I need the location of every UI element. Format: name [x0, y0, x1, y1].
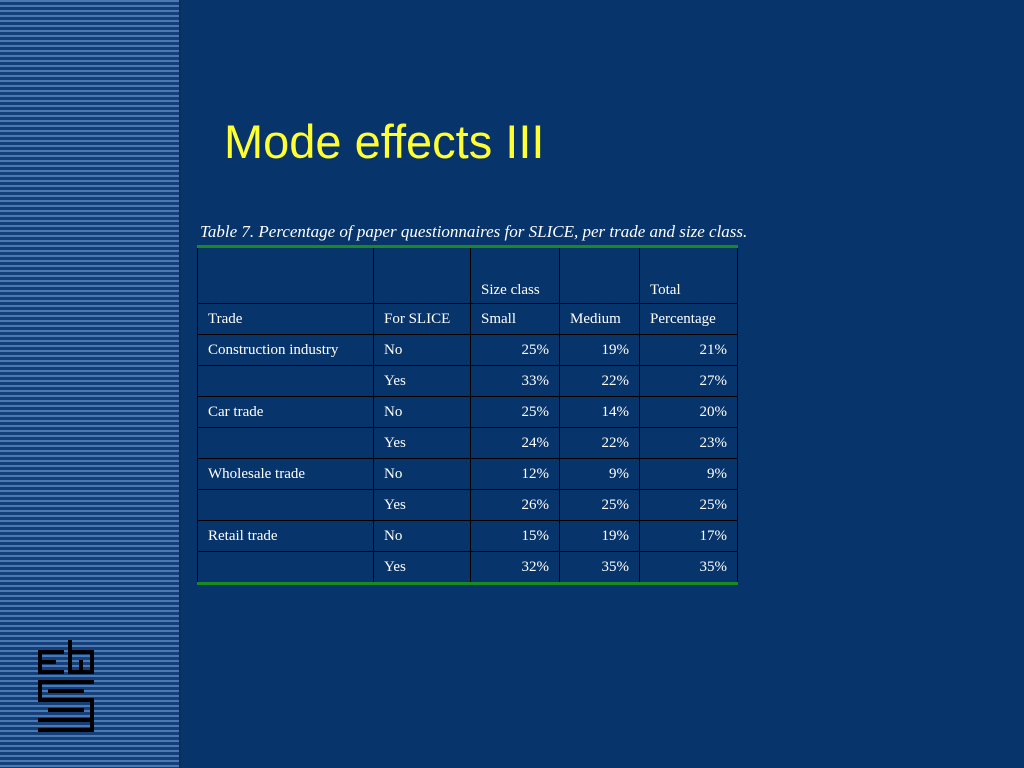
header-cell: Size class	[470, 245, 560, 304]
medium-cell: 22%	[559, 427, 640, 459]
table-header-row: Trade For SLICE Small Medium Percentage	[197, 303, 738, 335]
slice-cell: No	[373, 458, 471, 490]
medium-cell: 25%	[559, 489, 640, 521]
medium-cell: 14%	[559, 396, 640, 428]
slice-cell: Yes	[373, 551, 471, 585]
percentage-table: Size class Total Trade For SLICE Small M…	[197, 245, 738, 585]
table-row: Yes 32% 35% 35%	[197, 551, 738, 585]
small-cell: 12%	[470, 458, 560, 490]
total-cell: 9%	[639, 458, 738, 490]
trade-cell: Wholesale trade	[197, 458, 374, 490]
table-caption: Table 7. Percentage of paper questionnai…	[200, 222, 748, 241]
table-row: Yes 26% 25% 25%	[197, 489, 738, 521]
cbs-logo-icon	[38, 640, 94, 732]
slice-cell: No	[373, 396, 471, 428]
table-header-row: Size class Total	[197, 245, 738, 304]
header-cell: Small	[470, 303, 560, 335]
total-cell: 27%	[639, 365, 738, 397]
slice-cell: Yes	[373, 489, 471, 521]
header-cell: Total	[639, 245, 738, 304]
small-cell: 25%	[470, 396, 560, 428]
medium-cell: 9%	[559, 458, 640, 490]
total-cell: 35%	[639, 551, 738, 585]
total-cell: 21%	[639, 334, 738, 366]
small-cell: 26%	[470, 489, 560, 521]
small-cell: 25%	[470, 334, 560, 366]
header-cell	[373, 245, 471, 304]
slice-cell: No	[373, 334, 471, 366]
slice-cell: Yes	[373, 427, 471, 459]
slide-title: Mode effects III	[224, 115, 545, 168]
total-cell: 20%	[639, 396, 738, 428]
medium-cell: 19%	[559, 520, 640, 552]
striped-sidebar	[0, 0, 181, 768]
small-cell: 32%	[470, 551, 560, 585]
trade-cell: Retail trade	[197, 520, 374, 552]
trade-cell: Construction industry	[197, 334, 374, 366]
table-row: Construction industry No 25% 19% 21%	[197, 334, 738, 366]
total-cell: 23%	[639, 427, 738, 459]
trade-cell	[197, 489, 374, 521]
table-row: Car trade No 25% 14% 20%	[197, 396, 738, 428]
trade-cell	[197, 427, 374, 459]
table-row: Yes 24% 22% 23%	[197, 427, 738, 459]
header-cell: Percentage	[639, 303, 738, 335]
table-row: Wholesale trade No 12% 9% 9%	[197, 458, 738, 490]
table-row: Yes 33% 22% 27%	[197, 365, 738, 397]
slice-cell: No	[373, 520, 471, 552]
header-cell: Trade	[197, 303, 374, 335]
small-cell: 33%	[470, 365, 560, 397]
trade-cell: Car trade	[197, 396, 374, 428]
header-cell: For SLICE	[373, 303, 471, 335]
table-row: Retail trade No 15% 19% 17%	[197, 520, 738, 552]
header-cell	[197, 245, 374, 304]
total-cell: 25%	[639, 489, 738, 521]
trade-cell	[197, 551, 374, 585]
medium-cell: 35%	[559, 551, 640, 585]
header-cell	[559, 245, 640, 304]
medium-cell: 19%	[559, 334, 640, 366]
trade-cell	[197, 365, 374, 397]
header-cell: Medium	[559, 303, 640, 335]
total-cell: 17%	[639, 520, 738, 552]
small-cell: 15%	[470, 520, 560, 552]
small-cell: 24%	[470, 427, 560, 459]
slice-cell: Yes	[373, 365, 471, 397]
medium-cell: 22%	[559, 365, 640, 397]
